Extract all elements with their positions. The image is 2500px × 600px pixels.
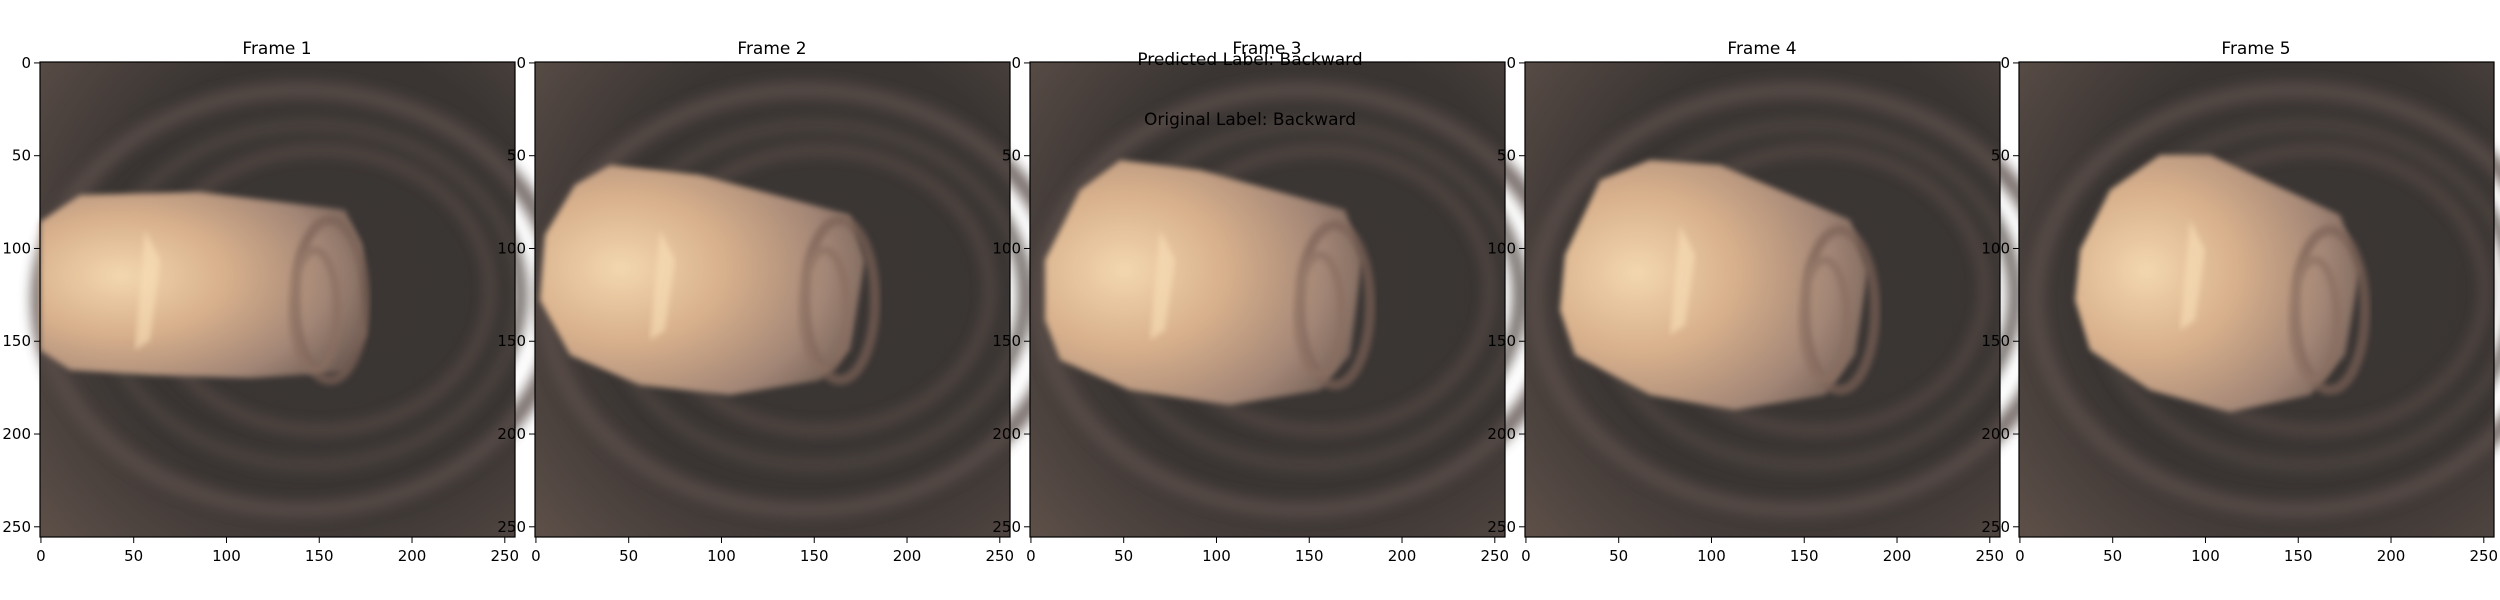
x-tick-label: 50 [1114,547,1133,565]
x-tick-label: 0 [36,547,46,565]
frame-3-axes: 0 50 100 150 200 250 0 50 100 150 200 250 [992,54,1509,565]
x-tick-label: 250 [2469,547,2498,565]
x-tick-label: 250 [985,547,1014,565]
frame-4-axes: 0 50 100 150 200 250 0 50 100 150 200 250 [1487,54,2004,565]
x-tick-label: 0 [1521,547,1531,565]
y-tick-label: 0 [2000,54,2010,72]
x-tick-label: 250 [1975,547,2004,565]
x-tick-label: 150 [1295,547,1324,565]
y-tick-label: 200 [1981,425,2010,443]
predicted-label: Predicted Label: Backward [1137,50,1363,70]
figure-suptitle: Predicted Label: Backward Original Label… [1050,10,1450,150]
x-tick-label: 200 [2377,547,2406,565]
x-tick-label: 150 [800,547,829,565]
x-tick-label: 250 [1480,547,1509,565]
y-tick-label: 250 [2,518,31,536]
x-tick-label: 200 [893,547,922,565]
y-tick-label: 0 [21,54,31,72]
x-tick-label: 150 [2284,547,2313,565]
frame-3-spine [1029,61,1506,538]
y-tick-label: 50 [1002,147,1021,165]
frame-5-spine [2018,61,2495,538]
y-tick-label: 0 [1011,54,1021,72]
y-tick-label: 250 [1981,518,2010,536]
y-tick-label: 200 [2,425,31,443]
y-tick-label: 0 [1506,54,1516,72]
x-tick-label: 250 [490,547,519,565]
frame-2-spine [534,61,1011,538]
y-tick-label: 150 [497,332,526,350]
y-tick-label: 100 [497,239,526,257]
x-tick-label: 0 [531,547,541,565]
x-tick-label: 200 [398,547,427,565]
frame-1: Frame 1 [31,39,569,537]
frame-2-axes: 0 50 100 150 200 250 0 50 100 150 200 250 [497,54,1014,565]
frame-4: Frame 4 [1525,39,2064,537]
x-tick-label: 150 [305,547,334,565]
axes-layer: 0 50 100 150 200 250 0 50 100 150 200 250 0 50 100 150 2… [2,54,2498,565]
y-tick-label: 50 [12,147,31,165]
x-tick-label: 50 [124,547,143,565]
y-tick-label: 200 [992,425,1021,443]
y-tick-label: 250 [992,518,1021,536]
frame-4-spine [1524,61,2001,538]
frame-1-spine [39,61,516,538]
y-tick-label: 200 [1487,425,1516,443]
x-tick-label: 0 [2015,547,2025,565]
frame-4-image [1525,62,2064,537]
x-tick-label: 100 [1202,547,1231,565]
x-tick-label: 100 [2191,547,2220,565]
y-tick-label: 100 [992,239,1021,257]
x-tick-label: 0 [1026,547,1036,565]
frame-1-image [31,62,569,537]
original-label: Original Label: Backward [1144,110,1356,130]
x-tick-label: 100 [212,547,241,565]
frame-5-image [2019,62,2500,537]
y-tick-label: 100 [2,239,31,257]
frame-5: Frame 5 [2019,39,2500,537]
y-tick-label: 250 [1487,518,1516,536]
frame-5-axes: 0 50 100 150 200 250 0 50 100 150 200 250 [1981,54,2498,565]
frame-2-title: Frame 2 [737,39,806,59]
y-tick-label: 100 [1487,239,1516,257]
y-tick-label: 150 [1981,332,2010,350]
y-tick-label: 100 [1981,239,2010,257]
frame-3-image [1030,62,1569,537]
x-tick-label: 50 [1609,547,1628,565]
frame-5-title: Frame 5 [2221,39,2290,59]
frame-2: Frame 2 [535,39,1074,537]
frame-2-image [535,62,1074,537]
x-tick-label: 200 [1883,547,1912,565]
y-tick-label: 50 [1497,147,1516,165]
y-tick-label: 150 [992,332,1021,350]
frame-3: Frame 3 [1030,39,1569,537]
y-tick-label: 0 [516,54,526,72]
frame-3-title: Frame 3 [1232,39,1301,59]
x-tick-label: 200 [1388,547,1417,565]
x-tick-label: 150 [1790,547,1819,565]
y-tick-label: 150 [1487,332,1516,350]
x-tick-label: 50 [619,547,638,565]
x-tick-label: 100 [707,547,736,565]
x-tick-label: 100 [1697,547,1726,565]
y-tick-label: 250 [497,518,526,536]
y-tick-label: 50 [507,147,526,165]
y-tick-label: 200 [497,425,526,443]
x-tick-label: 50 [2103,547,2122,565]
y-tick-label: 50 [1991,147,2010,165]
frame-1-title: Frame 1 [242,39,311,59]
frame-1-axes: 0 50 100 150 200 250 0 50 100 150 200 250 [2,54,519,565]
y-tick-label: 150 [2,332,31,350]
frame-4-title: Frame 4 [1727,39,1796,59]
